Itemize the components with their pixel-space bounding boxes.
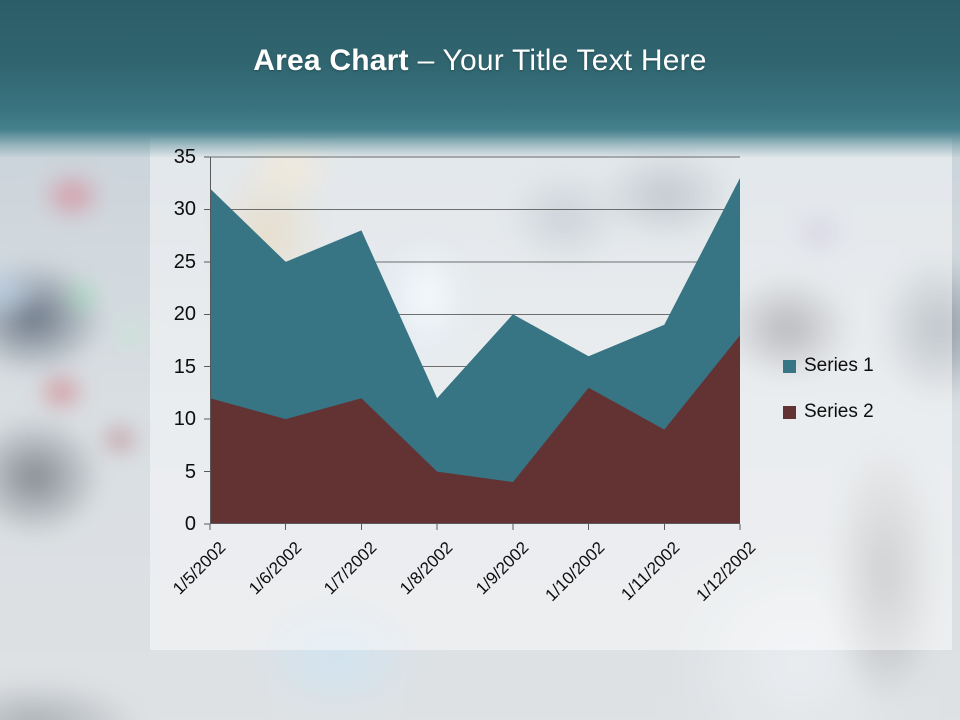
legend-item-series-2: Series 2 xyxy=(783,401,874,423)
area-chart xyxy=(204,156,741,530)
title-bar xyxy=(0,0,960,158)
legend-swatch-icon xyxy=(783,359,796,373)
legend-label: Series 2 xyxy=(804,401,874,422)
y-axis-label: 0 xyxy=(184,513,196,535)
series-area-2 xyxy=(210,335,740,524)
slide-title-rest: – Your Title Text Here xyxy=(417,44,707,77)
slide-title-emphasis: Area Chart xyxy=(253,44,409,77)
y-axis-label: 35 xyxy=(173,146,196,168)
y-axis-label: 25 xyxy=(173,250,196,273)
legend-label: Series 1 xyxy=(804,355,874,376)
y-axis-label: 20 xyxy=(173,303,196,326)
legend-swatch-icon xyxy=(783,405,796,419)
y-axis-label: 30 xyxy=(173,198,196,221)
legend-item-series-1: Series 1 xyxy=(783,355,874,377)
y-axis-label: 10 xyxy=(173,408,196,431)
slide-title: Area Chart – Your Title Text Here xyxy=(0,42,960,80)
y-axis-label: 15 xyxy=(173,355,196,378)
chart-legend: Series 1 Series 2 xyxy=(783,355,874,447)
y-axis-label: 5 xyxy=(184,460,196,483)
